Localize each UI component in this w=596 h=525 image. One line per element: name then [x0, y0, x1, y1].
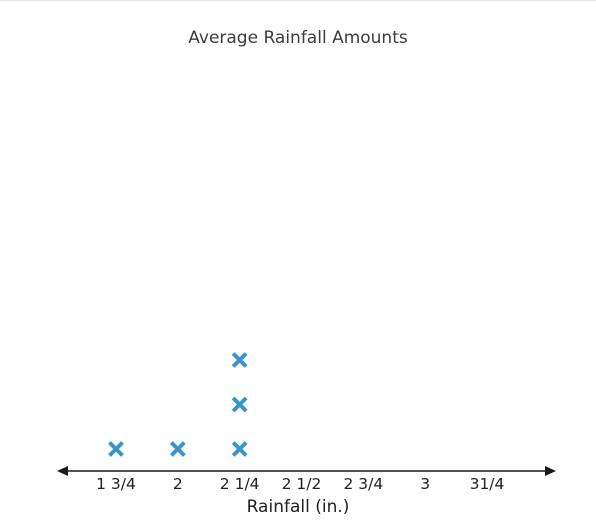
- data-point-x-mark: [231, 396, 248, 413]
- top-border: [0, 0, 596, 1]
- x-axis: [57, 466, 556, 476]
- x-tick-labels: 1 3/4 2 2 1/4 2 1/2 2 3/4 3 31/4: [96, 475, 504, 493]
- x-axis-label: Rainfall (in.): [246, 497, 350, 517]
- data-marks: [108, 352, 248, 457]
- data-point-x-mark: [169, 441, 186, 457]
- x-tick-label: 2: [173, 475, 183, 493]
- x-axis-left-arrow: [57, 466, 68, 476]
- chart-title: Average Rainfall Amounts: [188, 28, 408, 48]
- x-tick-label: 3: [420, 475, 430, 493]
- data-point-x-mark: [231, 441, 248, 457]
- x-axis-right-arrow: [545, 466, 556, 476]
- x-tick-label: 2 1/2: [282, 475, 322, 493]
- x-tick-label: 1 3/4: [96, 475, 136, 493]
- x-tick-label: 2 1/4: [220, 475, 260, 493]
- x-tick-label: 31/4: [470, 475, 505, 493]
- data-point-x-mark: [108, 441, 124, 457]
- data-point-x-mark: [231, 352, 248, 368]
- x-tick-label: 2 3/4: [343, 475, 383, 493]
